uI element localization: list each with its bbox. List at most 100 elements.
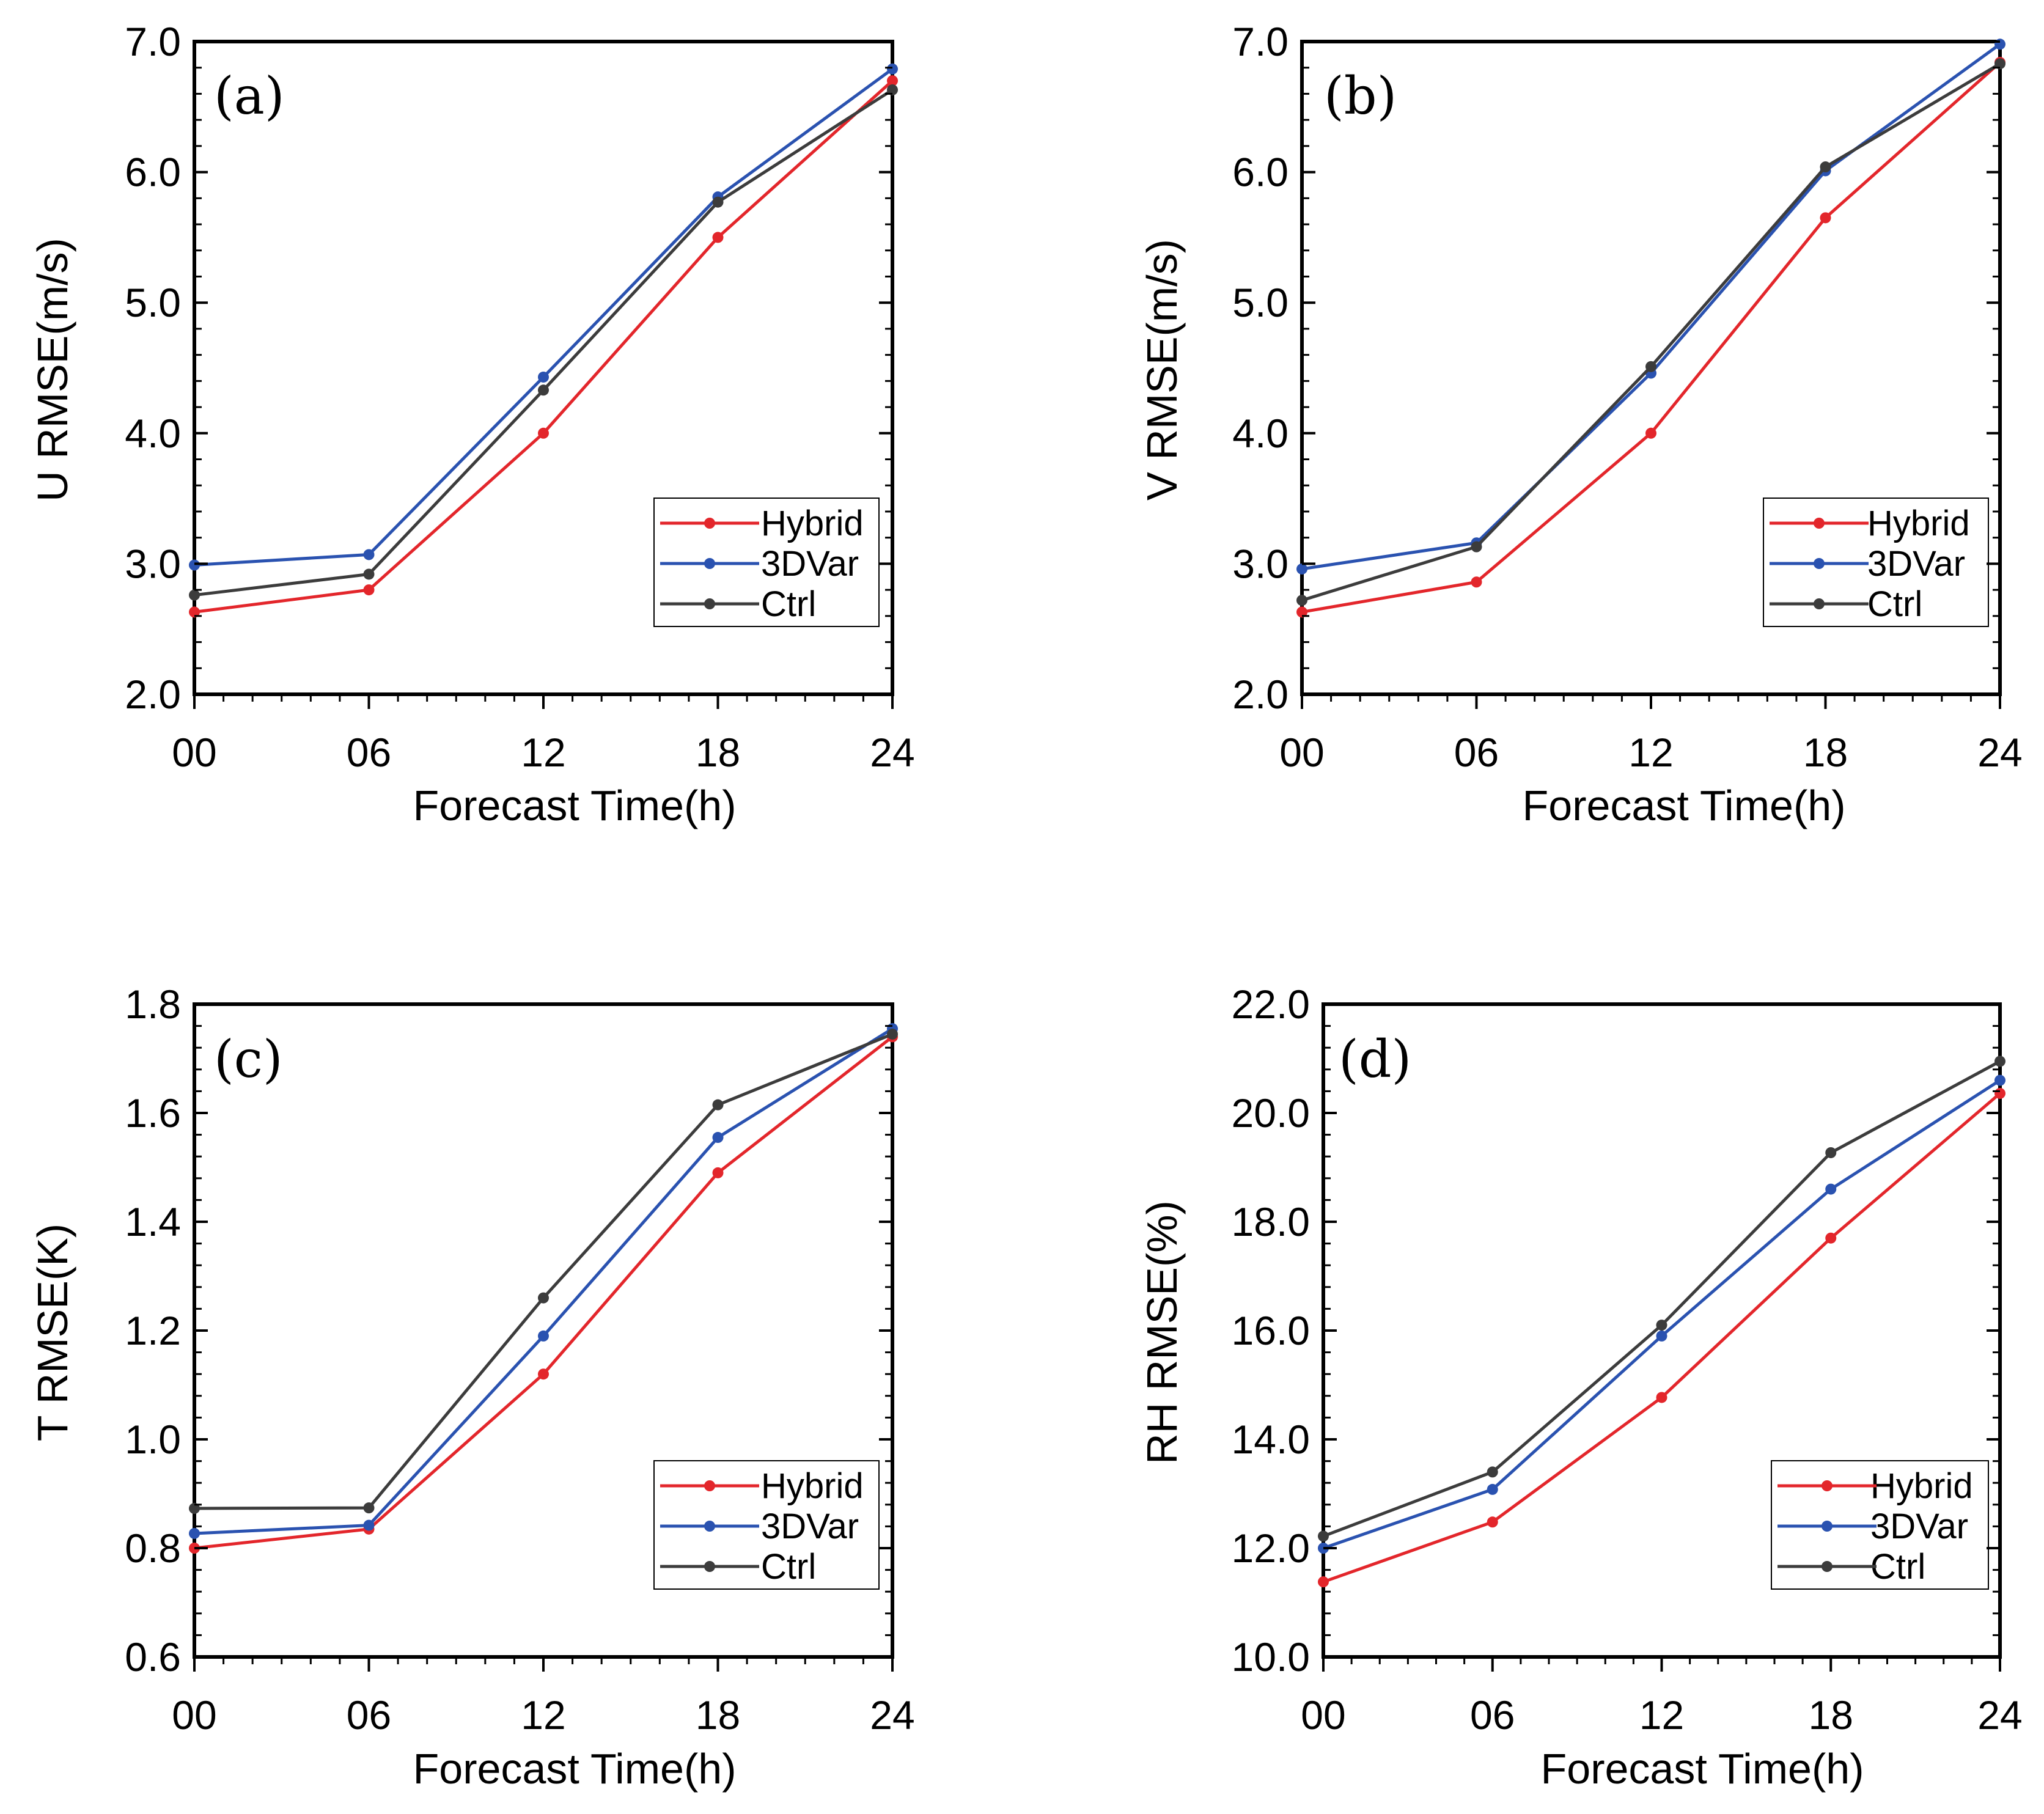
panel-b: (b) Forecast Time(h) V RMSE(m/s) Hybrid … — [1138, 19, 2023, 829]
panel-a-x-tick-label: 12 — [521, 730, 565, 775]
panel-a-point-hybrid — [189, 606, 200, 618]
panel-c-ylabel: T RMSE(K) — [29, 1224, 76, 1442]
panel-a: (a) Forecast Time(h) U RMSE(m/s) Hybrid … — [29, 19, 915, 829]
panel-d-y-tick-label: 22.0 — [1232, 982, 1310, 1027]
panel-d-y-tick-label: 18.0 — [1232, 1199, 1310, 1244]
panel-c-y-tick-label: 1.8 — [125, 982, 181, 1027]
panel-b-y-tick-label: 4.0 — [1232, 411, 1289, 456]
panel-c-x-tick-label: 00 — [172, 1692, 216, 1738]
panel-c: (c) Forecast Time(h) T RMSE(K) Hybrid 3D… — [29, 982, 915, 1793]
panel-c-x-tick-label: 24 — [870, 1692, 914, 1738]
panel-b-x-tick-label: 24 — [1977, 730, 2022, 775]
panel-a-legend: Hybrid 3DVar Ctrl — [653, 498, 880, 627]
panel-c-x-tick-label: 06 — [347, 1692, 391, 1738]
panel-c-legend-ctrl: Ctrl — [761, 1547, 816, 1587]
panel-d-point-ctrl — [1318, 1530, 1329, 1542]
panel-b-ylabel: V RMSE(m/s) — [1138, 239, 1186, 501]
panel-a-y-tick-label: 5.0 — [125, 280, 181, 325]
panel-c-x-tick-label: 18 — [696, 1692, 740, 1738]
panel-b-series-line-3dvar — [1301, 43, 2001, 571]
panel-c-x-tick-label: 12 — [521, 1692, 565, 1738]
panel-b-point-ctrl — [1820, 161, 1831, 173]
panel-b-point-ctrl — [1994, 58, 2005, 70]
panel-a-legend-ctrl: Ctrl — [761, 584, 816, 624]
panel-d-y-tick-label: 16.0 — [1232, 1308, 1310, 1353]
panel-c-legend-marker-ctrl — [704, 1561, 715, 1572]
panel-c-point-ctrl — [538, 1292, 549, 1304]
panel-a-point-3dvar — [189, 559, 200, 571]
panel-d-xlabel: Forecast Time(h) — [1541, 1745, 1864, 1793]
panel-b-point-hybrid — [1471, 576, 1482, 588]
panel-d-legend-marker-hybrid — [1822, 1480, 1833, 1491]
panel-b-legend-hybrid: Hybrid — [1867, 504, 1970, 543]
panel-a-y-tick-label: 2.0 — [125, 672, 181, 717]
panel-b-y-tick-label: 5.0 — [1232, 280, 1289, 325]
panel-d-legend-hybrid: Hybrid — [1870, 1466, 1973, 1506]
panel-b-x-tick-label: 18 — [1803, 730, 1848, 775]
panel-a-point-ctrl — [189, 589, 200, 601]
panel-d-legend-marker-ctrl — [1822, 1561, 1833, 1572]
panel-c-y-tick-label: 1.4 — [125, 1199, 181, 1244]
panel-b-x-tick-label: 00 — [1279, 730, 1324, 775]
panel-b-point-ctrl — [1645, 361, 1656, 372]
panel-a-legend-marker-3dvar — [704, 558, 715, 569]
panel-c-series-line-3dvar — [194, 1027, 894, 1535]
panel-d: (d) Forecast Time(h) RH RMSE(%) Hybrid 3… — [1138, 982, 2023, 1793]
panel-c-point-hybrid — [712, 1167, 724, 1178]
panel-a-x-tick-label: 24 — [870, 730, 914, 775]
panel-c-y-tick-label: 1.2 — [125, 1308, 181, 1353]
panel-b-point-hybrid — [1296, 606, 1307, 618]
panel-a-point-ctrl — [363, 568, 375, 580]
panel-d-y-tick-label: 12.0 — [1232, 1526, 1310, 1571]
panel-d-legend-ctrl: Ctrl — [1870, 1547, 1925, 1587]
panel-c-y-tick-label: 0.6 — [125, 1634, 181, 1680]
panel-a-ylabel: U RMSE(m/s) — [29, 238, 76, 502]
panel-a-x-tick-label: 00 — [172, 730, 216, 775]
panel-a-legend-marker-ctrl — [704, 598, 715, 609]
panel-b-point-hybrid — [1645, 427, 1656, 439]
panel-b-point-ctrl — [1296, 595, 1307, 606]
panel-b-point-ctrl — [1471, 541, 1482, 553]
panel-d-x-tick-label: 12 — [1639, 1692, 1684, 1738]
panel-b-y-tick-label: 2.0 — [1232, 672, 1289, 717]
panel-a-point-3dvar — [363, 549, 375, 560]
panel-b-tag: (b) — [1324, 66, 1397, 126]
panel-c-y-tick-label: 1.6 — [125, 1090, 181, 1136]
panel-a-point-hybrid — [363, 584, 375, 596]
panel-b-legend-marker-hybrid — [1814, 518, 1825, 529]
panel-c-point-3dvar — [363, 1519, 375, 1531]
panel-c-legend-hybrid: Hybrid — [761, 1466, 864, 1506]
panel-c-point-hybrid — [538, 1368, 549, 1380]
panel-b-point-3dvar — [1994, 39, 2005, 50]
panel-a-legend-marker-hybrid — [704, 518, 715, 529]
panel-c-point-3dvar — [538, 1330, 549, 1342]
panel-c-point-ctrl — [363, 1502, 375, 1514]
panel-c-legend: Hybrid 3DVar Ctrl — [653, 1460, 880, 1590]
panel-d-ylabel: RH RMSE(%) — [1138, 1200, 1186, 1464]
panel-a-legend-3dvar: 3DVar — [761, 544, 859, 584]
panel-d-x-tick-label: 00 — [1301, 1692, 1345, 1738]
panel-c-legend-marker-hybrid — [704, 1480, 715, 1491]
panel-c-point-3dvar — [189, 1527, 200, 1539]
panel-b-legend-marker-3dvar — [1814, 558, 1825, 569]
panel-d-point-3dvar — [1487, 1483, 1498, 1495]
panel-d-point-3dvar — [1656, 1330, 1667, 1342]
panel-a-point-hybrid — [712, 232, 724, 243]
panel-a-point-ctrl — [887, 84, 898, 96]
panel-a-x-tick-label: 18 — [696, 730, 740, 775]
panel-c-y-tick-label: 0.8 — [125, 1526, 181, 1571]
panel-a-xlabel: Forecast Time(h) — [413, 782, 737, 829]
panel-b-y-tick-label: 7.0 — [1232, 19, 1289, 64]
panel-b-legend-3dvar: 3DVar — [1867, 544, 1965, 584]
panel-c-series-line-ctrl — [194, 1032, 893, 1510]
panel-a-y-tick-label: 7.0 — [125, 19, 181, 64]
panel-b-point-3dvar — [1296, 563, 1307, 575]
panel-a-x-tick-label: 06 — [347, 730, 391, 775]
panel-d-legend-marker-3dvar — [1822, 1521, 1833, 1532]
panel-d-legend-3dvar: 3DVar — [1870, 1507, 1968, 1546]
panel-a-point-hybrid — [538, 427, 549, 439]
panel-b-point-hybrid — [1820, 212, 1831, 224]
panel-d-tag: (d) — [1339, 1029, 1411, 1089]
panel-a-point-ctrl — [538, 384, 549, 396]
